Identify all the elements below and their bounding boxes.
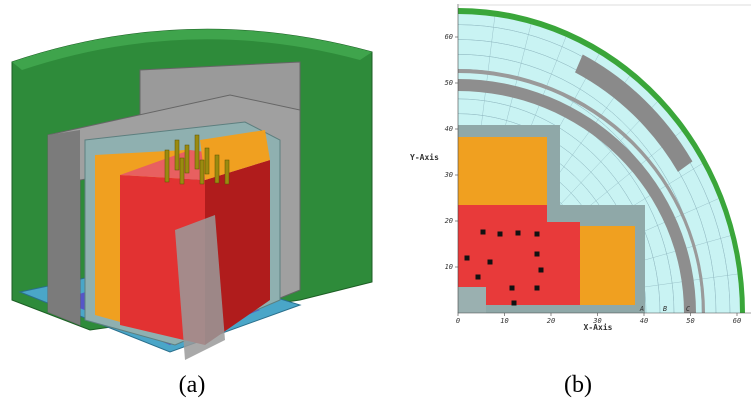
figure: 0102030405060102030405060ABC (a) (b) X-A… [0,0,751,408]
y-tick-label: 60 [445,33,453,41]
marker-label: B [663,305,667,313]
y-tick-label: 30 [444,171,453,179]
y-tick-label: 40 [445,125,453,133]
x-tick-label: 40 [640,317,648,325]
control-rod [535,232,540,237]
control-rod [539,268,544,273]
x-tick-label: 60 [733,317,741,325]
control-rod [535,286,540,291]
x-tick-label: 0 [456,317,460,325]
y-tick-label: 20 [445,217,453,225]
y-axis-label: Y-Axis [410,152,439,162]
control-rod [498,232,503,237]
control-rod [481,230,486,235]
panel-a-render [12,29,372,360]
x-axis-label: X-Axis [584,322,613,332]
control-rod [476,275,481,280]
fuel-orange [580,226,635,305]
corner [458,287,486,313]
y-tick-label: 50 [445,79,453,87]
control-rod [535,252,540,257]
caption: (a) [179,372,206,398]
marker-label: A [639,305,644,313]
x-tick-label: 10 [500,317,508,325]
control-rod [488,260,493,265]
x-tick-label: 20 [547,317,555,325]
caption: (b) [564,372,592,398]
control-rod [465,256,470,261]
x-tick-label: 50 [686,317,694,325]
control-rod [516,231,521,236]
y-tick-label: 10 [445,263,453,271]
control-rod [512,301,517,306]
control-rod [510,286,515,291]
fuel-orange [458,137,547,205]
